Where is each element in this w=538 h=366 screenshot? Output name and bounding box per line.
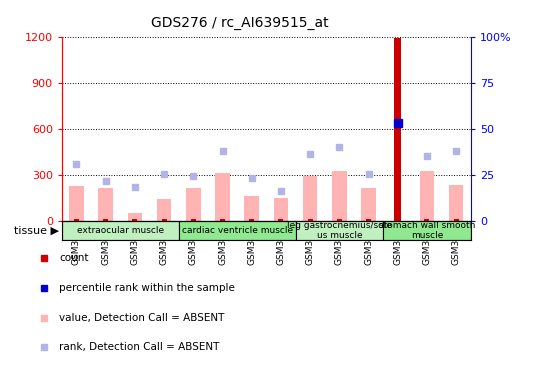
Text: percentile rank within the sample: percentile rank within the sample [59,283,235,293]
Text: GSM3449: GSM3449 [160,221,168,265]
Bar [157,199,172,221]
Bar [454,219,459,221]
Text: GDS276 / rc_AI639515_at: GDS276 / rc_AI639515_at [151,16,328,30]
Bar [278,219,284,221]
Bar [361,188,376,221]
Text: GSM3450: GSM3450 [189,221,198,265]
Bar [332,171,346,221]
Bar [383,221,471,240]
Text: GSM3452: GSM3452 [247,221,256,265]
Text: GSM3451: GSM3451 [218,221,227,265]
Bar [295,221,383,240]
Bar [69,186,84,221]
Bar [74,219,79,221]
Text: GSM3387: GSM3387 [101,221,110,265]
Text: GSM3670: GSM3670 [335,221,344,265]
Text: GSM3448: GSM3448 [130,221,139,265]
Bar [179,221,295,240]
Text: GSM3669: GSM3669 [306,221,315,265]
Bar [128,213,142,221]
Text: rank, Detection Call = ABSENT: rank, Detection Call = ABSENT [59,343,220,352]
Bar [366,219,371,221]
Bar [62,221,179,240]
Bar [186,188,201,221]
Bar [215,173,230,221]
Text: GSM3672: GSM3672 [393,221,402,265]
Bar [274,198,288,221]
Bar [449,185,463,221]
Text: GSM3453: GSM3453 [277,221,286,265]
Text: leg gastrocnemius/sole
us muscle: leg gastrocnemius/sole us muscle [287,221,392,240]
Text: GSM3386: GSM3386 [72,221,81,265]
Text: GSM3673: GSM3673 [422,221,431,265]
Bar [424,219,429,221]
Text: GSM3674: GSM3674 [451,221,461,265]
Bar [337,219,342,221]
Bar [249,219,254,221]
Text: extraocular muscle: extraocular muscle [77,226,164,235]
Bar [220,219,225,221]
Text: stomach wall smooth
muscle: stomach wall smooth muscle [379,221,475,240]
Text: value, Detection Call = ABSENT: value, Detection Call = ABSENT [59,313,224,323]
Bar [308,219,313,221]
Bar [103,219,108,221]
Bar [191,219,196,221]
Text: cardiac ventricle muscle: cardiac ventricle muscle [181,226,293,235]
Bar [420,171,434,221]
Bar [98,188,113,221]
Bar [303,176,317,221]
Text: GSM3671: GSM3671 [364,221,373,265]
Bar [132,219,137,221]
Bar [244,196,259,221]
Bar [394,38,401,221]
Bar [161,219,167,221]
Text: count: count [59,253,88,263]
Text: tissue ▶: tissue ▶ [14,225,59,236]
